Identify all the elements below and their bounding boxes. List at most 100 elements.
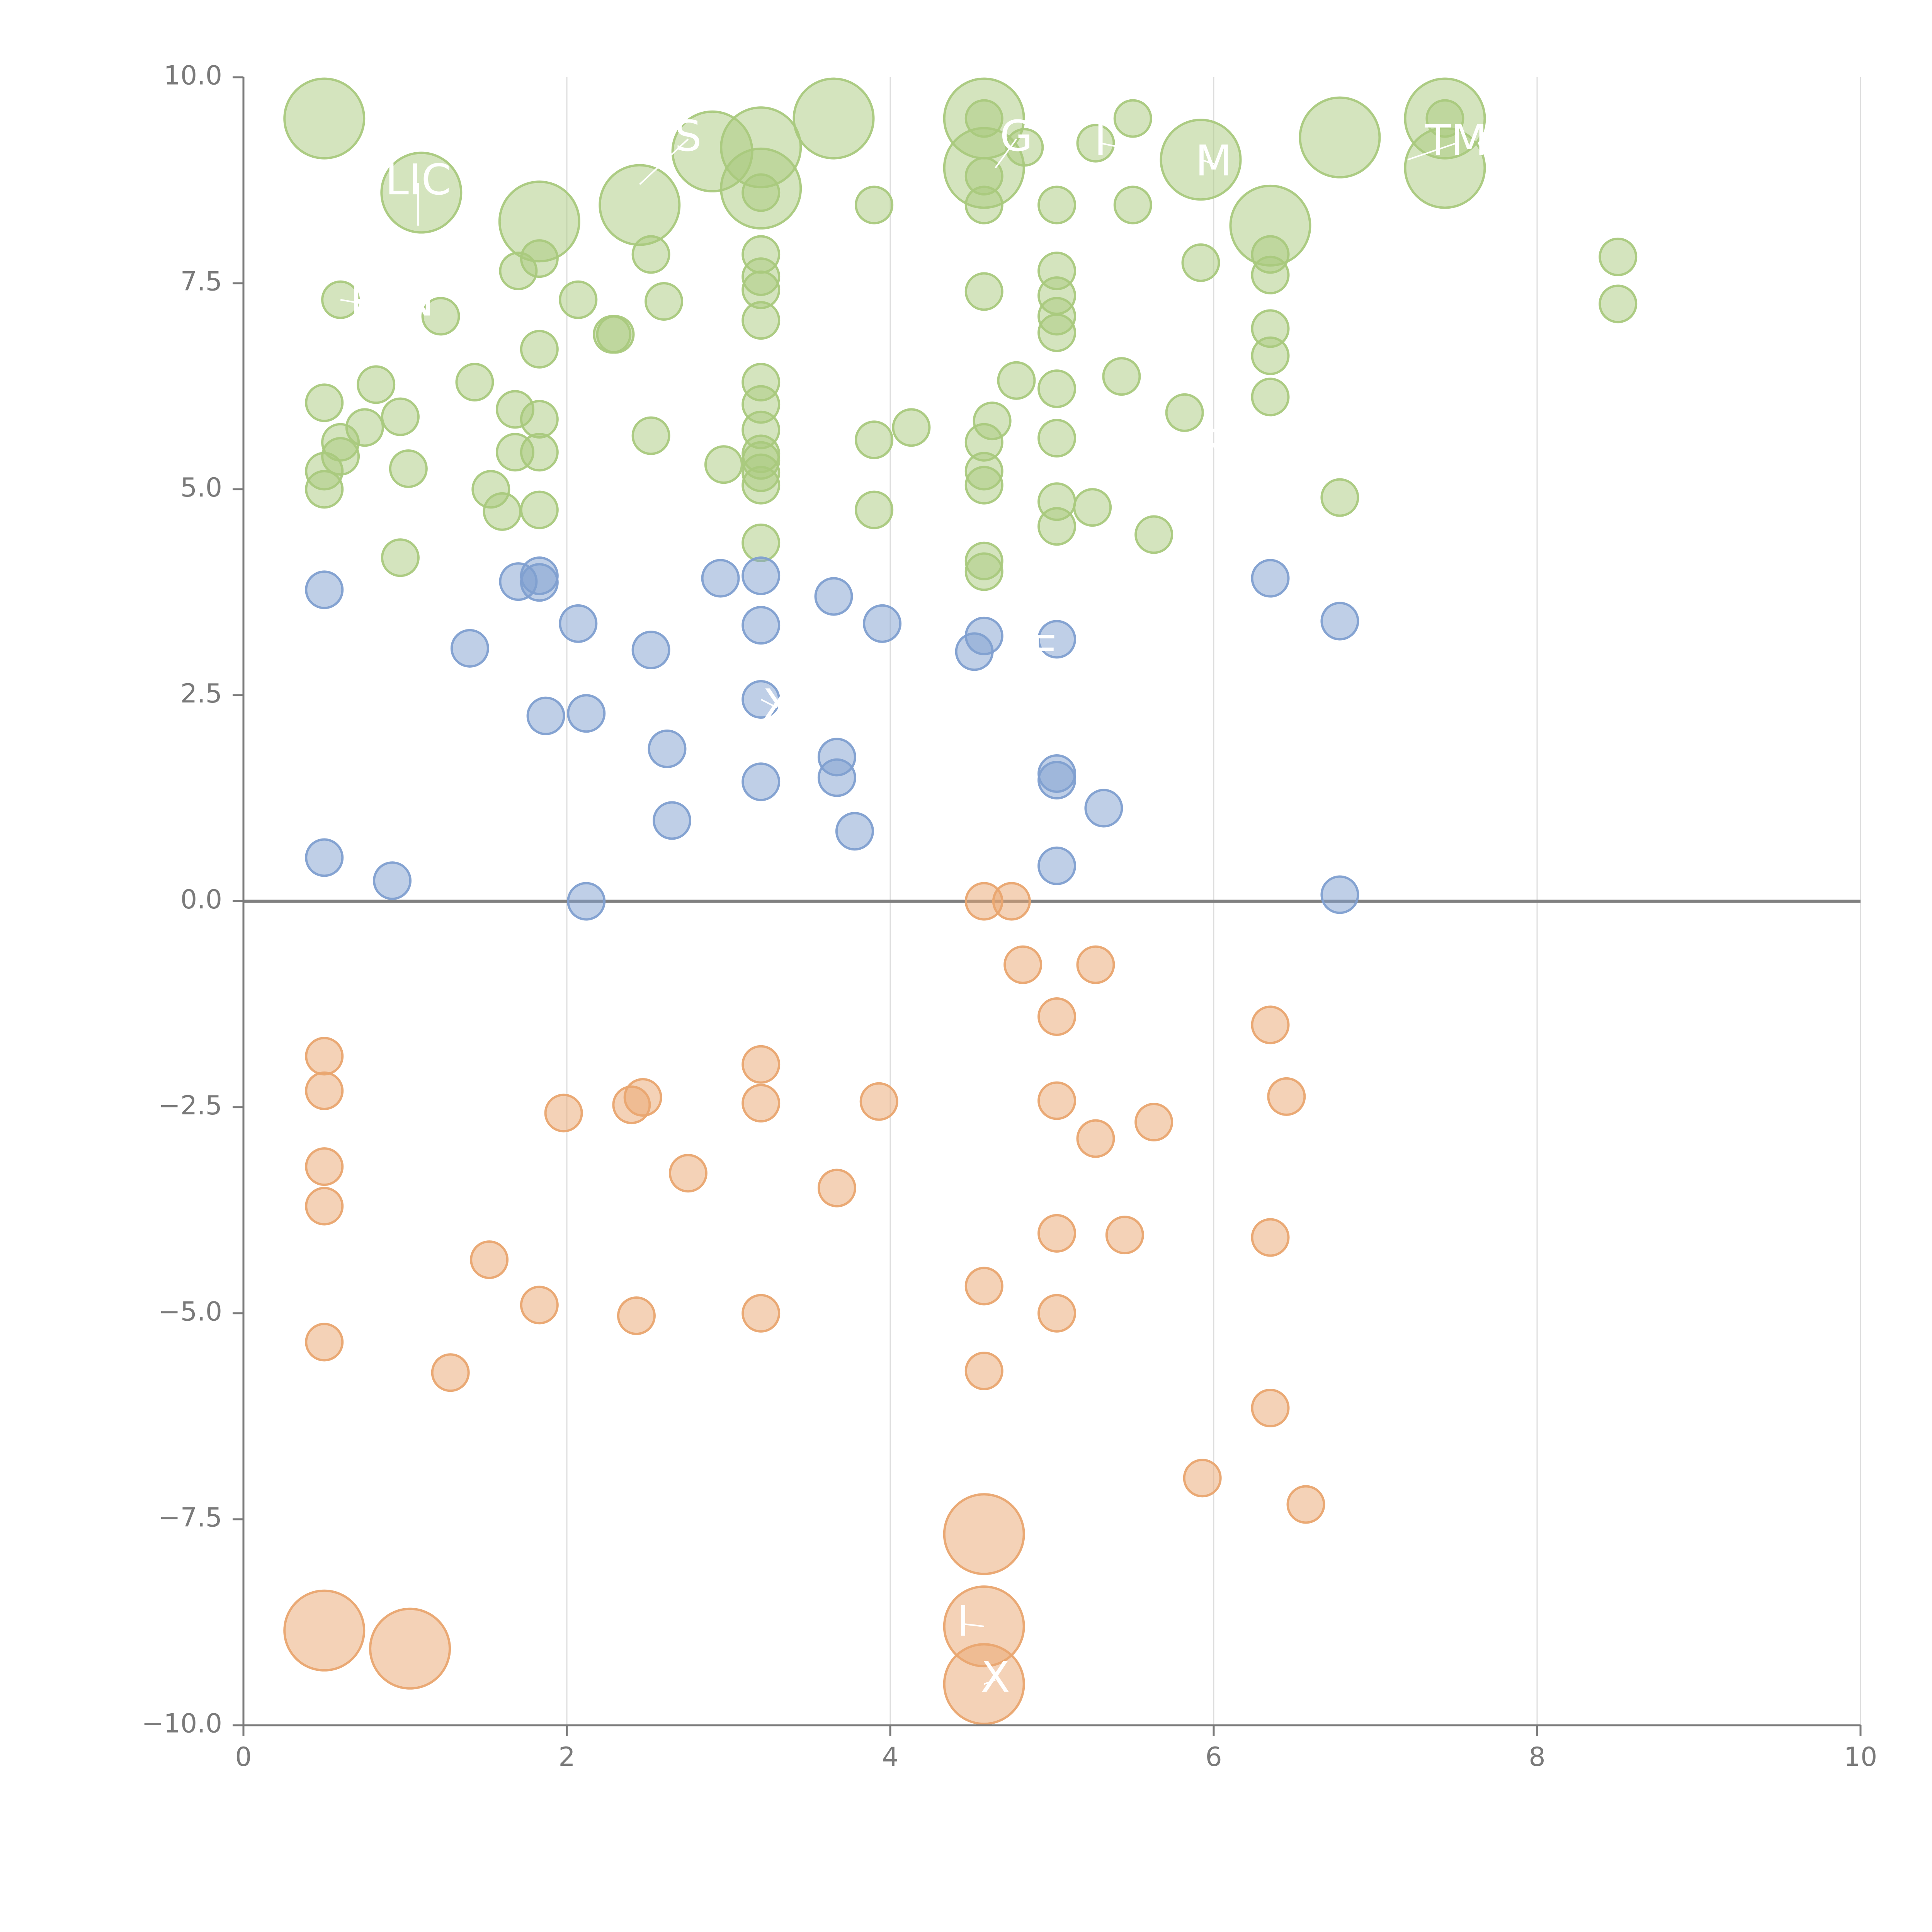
data-point-green — [389, 449, 428, 488]
data-point-blue — [305, 838, 344, 877]
data-point-green — [520, 239, 559, 278]
data-point-green — [380, 151, 463, 234]
data-point-blue — [701, 559, 740, 598]
data-point-green — [1251, 255, 1290, 294]
data-point-orange — [1105, 1216, 1144, 1255]
data-point-blue — [817, 758, 856, 797]
data-point-orange — [1251, 1218, 1290, 1257]
data-point-blue — [863, 604, 902, 643]
data-point-orange — [992, 882, 1031, 921]
data-point-blue — [526, 696, 565, 735]
axes: 0 2 4 6 8 10 10.0 7.5 5.0 2.5 0.0 −2.5 −5.0 −7.5 −10.0 — [142, 61, 1878, 1772]
data-point-green — [345, 408, 384, 447]
annotation-leader-line — [1200, 159, 1214, 165]
annotation-label: R — [350, 276, 379, 326]
data-point-orange — [1037, 1214, 1077, 1253]
data-point-orange — [1134, 1103, 1173, 1142]
annotation-label: LIC — [385, 155, 451, 204]
annotation-label: G — [1000, 111, 1033, 161]
y-tick-label: −7.5 — [158, 1502, 222, 1533]
y-tick-label: 2.5 — [180, 679, 222, 709]
y-tick-label: 0.0 — [180, 884, 222, 915]
data-point-blue — [1084, 789, 1123, 828]
annotation-label: M — [1196, 136, 1232, 185]
data-point-green — [1037, 185, 1077, 224]
data-point-blue — [1037, 846, 1077, 885]
x-tick-label: 8 — [1529, 1742, 1545, 1772]
data-point-green — [1425, 99, 1464, 138]
annotation-label: S — [675, 111, 702, 161]
annotation-leader-line — [340, 299, 365, 305]
data-point-green — [421, 297, 460, 336]
x-tick-label: 0 — [235, 1742, 252, 1772]
y-tick-label: −2.5 — [158, 1090, 222, 1121]
data-point-orange — [1286, 1485, 1325, 1524]
data-point-orange — [817, 1168, 856, 1208]
data-point-blue — [567, 882, 606, 921]
y-tick-label: 7.5 — [180, 267, 222, 297]
data-point-green — [964, 185, 1003, 224]
data-point-orange — [1076, 1119, 1115, 1158]
y-tick-label: 10.0 — [164, 61, 222, 91]
y-tick-label: −5.0 — [158, 1296, 222, 1327]
data-point-green — [1251, 378, 1290, 417]
data-point-green — [855, 490, 894, 529]
data-point-green — [964, 552, 1003, 591]
data-point-orange — [964, 1267, 1003, 1306]
data-point-green — [1165, 393, 1204, 432]
data-point-orange — [305, 1071, 344, 1110]
data-point-blue — [648, 729, 687, 768]
data-point-blue — [559, 604, 598, 643]
annotation-label: X — [762, 680, 791, 730]
x-tick-label: 4 — [882, 1742, 898, 1772]
data-point-green — [631, 235, 670, 274]
data-point-green — [599, 164, 681, 246]
data-point-green — [742, 301, 781, 340]
data-point-green — [1037, 419, 1077, 458]
data-point-green — [1037, 507, 1077, 546]
data-point-green — [973, 401, 1012, 440]
data-point-orange — [742, 1083, 781, 1122]
data-point-orange — [1251, 1388, 1290, 1427]
data-point-blue — [814, 577, 853, 616]
data-point-green — [381, 397, 420, 436]
data-point-green — [1299, 96, 1381, 179]
data-point-green — [855, 420, 894, 459]
data-point-green — [1037, 369, 1077, 408]
annotation-leader-line — [639, 138, 689, 185]
data-point-green — [704, 445, 743, 484]
x-tick-label: 6 — [1205, 1742, 1222, 1772]
annotation-leader-line — [1019, 637, 1044, 655]
data-point-orange — [964, 1352, 1003, 1391]
data-point-orange — [1037, 1294, 1077, 1333]
data-point-orange — [1076, 945, 1115, 984]
data-point-orange — [431, 1353, 470, 1392]
data-point-green — [520, 433, 559, 472]
data-point-green — [1251, 336, 1290, 375]
data-point-blue — [373, 861, 412, 900]
data-point-orange — [943, 1493, 1025, 1575]
data-point-green — [1320, 478, 1359, 517]
data-point-blue — [742, 556, 781, 595]
data-point-green — [381, 538, 420, 577]
data-point-orange — [283, 1589, 366, 1672]
data-point-green — [357, 365, 396, 404]
data-point-green — [1113, 99, 1152, 138]
y-tick-label: −10.0 — [142, 1709, 222, 1739]
annotation-label: E — [1031, 626, 1058, 676]
data-point-blue — [1037, 620, 1077, 659]
data-point-green — [559, 280, 598, 319]
data-point-blue — [742, 606, 781, 645]
data-point-orange — [305, 1323, 344, 1362]
data-point-green — [1181, 243, 1220, 282]
annotation-label: X — [981, 1652, 1010, 1702]
annotation-leader-line — [760, 699, 777, 709]
data-point-orange — [470, 1240, 509, 1279]
data-point-orange — [1037, 1081, 1077, 1120]
data-point-orange — [305, 1187, 344, 1226]
annotation-label: N — [402, 276, 434, 326]
data-point-green — [520, 330, 559, 369]
data-point-blue — [567, 694, 606, 733]
data-point-orange — [617, 1296, 656, 1335]
